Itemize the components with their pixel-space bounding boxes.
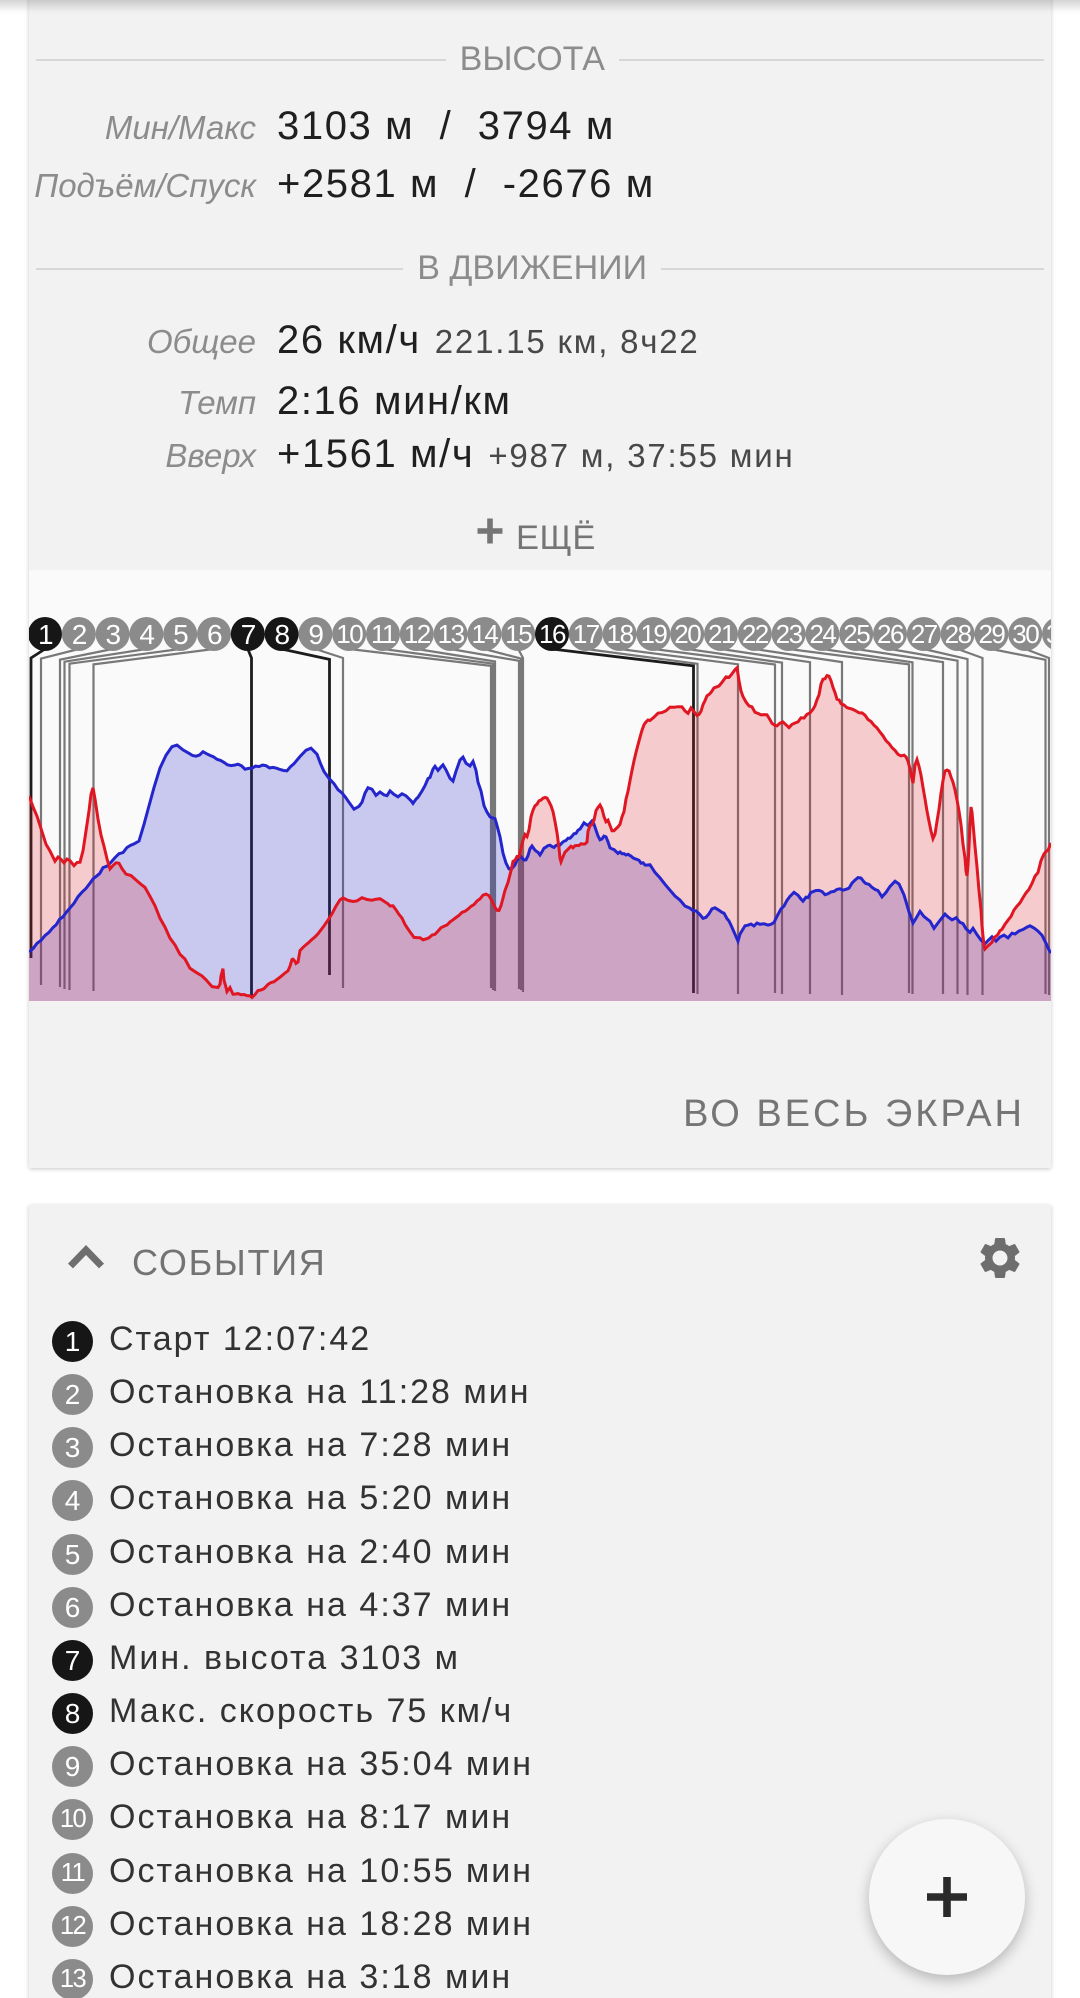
- svg-text:10: 10: [336, 619, 363, 649]
- svg-text:3: 3: [106, 619, 121, 650]
- svg-text:1: 1: [38, 619, 53, 650]
- svg-text:6: 6: [207, 619, 222, 650]
- svg-text:12: 12: [404, 619, 431, 649]
- svg-text:13: 13: [438, 619, 465, 649]
- svg-text:11: 11: [371, 619, 396, 649]
- svg-text:14: 14: [471, 619, 498, 649]
- svg-text:24: 24: [809, 619, 836, 649]
- svg-text:15: 15: [505, 619, 532, 649]
- svg-text:2: 2: [72, 619, 87, 650]
- svg-text:23: 23: [776, 619, 803, 649]
- svg-text:7: 7: [241, 619, 256, 650]
- svg-text:22: 22: [742, 619, 769, 649]
- svg-text:20: 20: [674, 619, 701, 649]
- svg-text:5: 5: [173, 619, 188, 650]
- svg-text:30: 30: [1012, 619, 1039, 649]
- svg-text:25: 25: [843, 619, 870, 649]
- svg-text:8: 8: [275, 619, 290, 650]
- svg-text:4: 4: [139, 619, 154, 650]
- svg-text:16: 16: [539, 619, 566, 649]
- svg-text:29: 29: [978, 619, 1005, 649]
- svg-text:26: 26: [877, 619, 904, 649]
- svg-text:27: 27: [911, 619, 938, 649]
- svg-text:21: 21: [708, 619, 735, 649]
- svg-text:9: 9: [308, 619, 323, 650]
- svg-text:28: 28: [945, 619, 972, 649]
- svg-text:31: 31: [1046, 619, 1051, 649]
- svg-text:19: 19: [640, 619, 667, 649]
- svg-text:17: 17: [573, 619, 600, 649]
- svg-text:18: 18: [607, 619, 634, 649]
